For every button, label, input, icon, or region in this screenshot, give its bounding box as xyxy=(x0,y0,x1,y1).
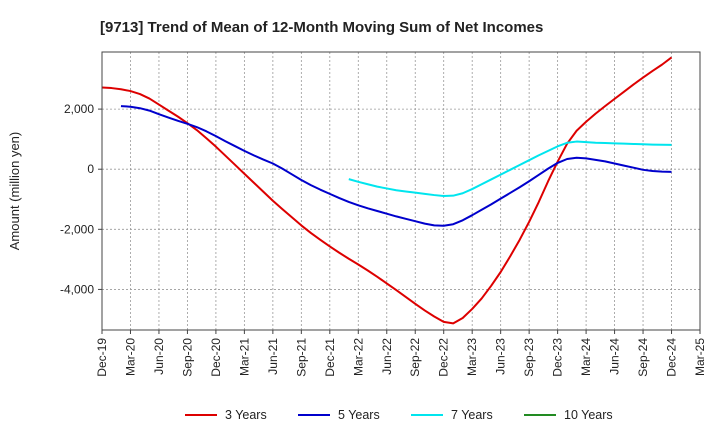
x-axis-tick-labels: Dec-19 Mar-20 Jun-20 Sep-20 Dec-20 Mar-21 Jun-… xyxy=(95,330,707,377)
x-tick-label: Jun-22 xyxy=(380,338,394,375)
x-tick-label: Jun-20 xyxy=(152,338,166,375)
x-tick-label: Dec-23 xyxy=(551,338,565,377)
series-line-3-years xyxy=(101,56,673,325)
x-tick-label: Jun-23 xyxy=(494,338,508,375)
x-tick-label: Dec-21 xyxy=(323,338,337,377)
legend: 3 Years 5 Years 7 Years 10 Years xyxy=(185,408,613,422)
x-tick-label: Jun-21 xyxy=(266,338,280,375)
x-tick-label: Sep-20 xyxy=(180,338,194,377)
y-tick-label: -2,000 xyxy=(60,222,94,236)
x-tick-label: Dec-22 xyxy=(437,338,451,377)
x-tick-label: Sep-22 xyxy=(408,338,422,377)
legend-label: 5 Years xyxy=(338,408,380,422)
x-tick-label: Mar-21 xyxy=(237,338,251,376)
y-tick-label: 0 xyxy=(87,162,94,176)
legend-label: 10 Years xyxy=(564,408,613,422)
x-tick-label: Mar-25 xyxy=(693,338,707,376)
legend-label: 7 Years xyxy=(451,408,493,422)
x-tick-label: Dec-19 xyxy=(95,338,109,377)
y-tick-label: -4,000 xyxy=(60,282,94,296)
y-axis-tick-labels: 2,000 0 -2,000 -4,000 xyxy=(60,102,102,296)
x-tick-label: Dec-20 xyxy=(209,338,223,377)
series-line-7-years xyxy=(348,140,672,197)
series-lines xyxy=(101,56,673,325)
chart-title: [9713] Trend of Mean of 12-Month Moving … xyxy=(100,19,543,36)
legend-label: 3 Years xyxy=(225,408,267,422)
x-tick-label: Sep-23 xyxy=(522,338,536,377)
x-tick-label: Mar-24 xyxy=(579,338,593,376)
x-tick-label: Dec-24 xyxy=(665,338,679,377)
series-line-5-years xyxy=(120,105,672,227)
x-tick-label: Mar-20 xyxy=(123,338,137,376)
x-tick-label: Sep-21 xyxy=(294,338,308,377)
x-tick-label: Mar-22 xyxy=(351,338,365,376)
y-tick-label: 2,000 xyxy=(64,102,94,116)
x-tick-label: Sep-24 xyxy=(636,338,650,377)
x-tick-label: Mar-23 xyxy=(465,338,479,376)
y-axis-label: Amount (million yen) xyxy=(7,132,22,251)
plot-frame xyxy=(101,51,701,331)
x-tick-label: Jun-24 xyxy=(608,338,622,375)
